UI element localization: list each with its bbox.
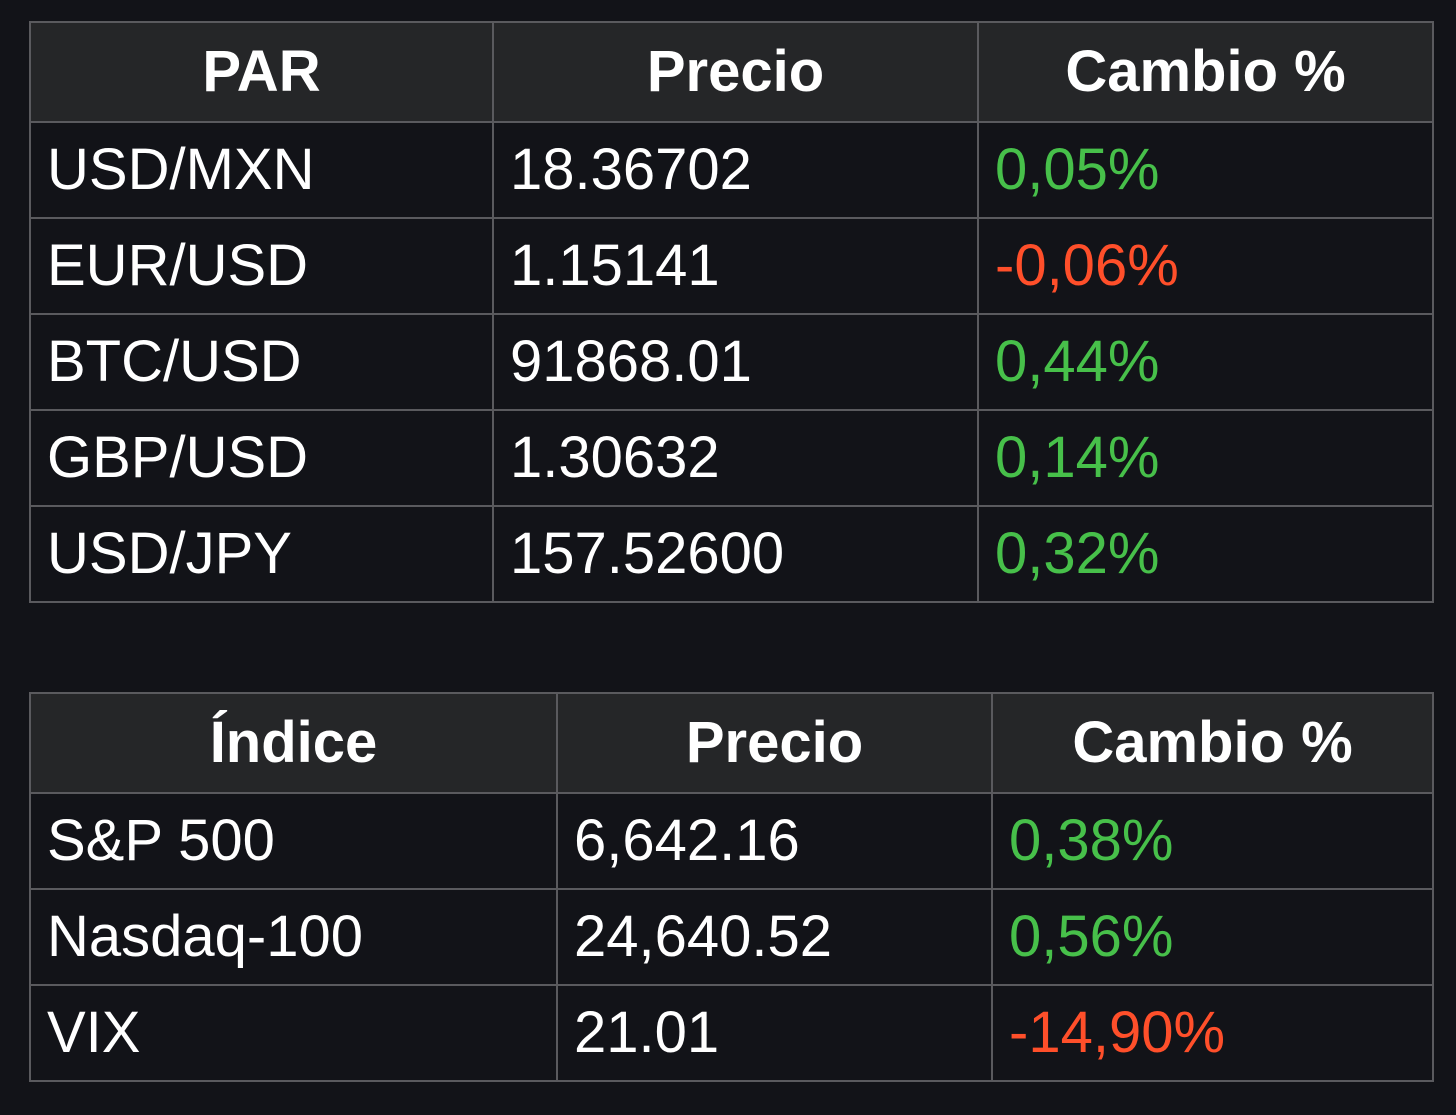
- index-name: Nasdaq-100: [29, 888, 558, 986]
- pair-change: 0,05%: [977, 121, 1434, 219]
- index-change: 0,38%: [991, 792, 1434, 890]
- pair-change: -0,06%: [977, 217, 1434, 315]
- pair-name: USD/MXN: [29, 121, 494, 219]
- pair-price: 1.30632: [492, 409, 979, 507]
- index-price: 21.01: [556, 984, 993, 1082]
- table-row: VIX 21.01 -14,90%: [29, 984, 1434, 1082]
- pair-change: 0,44%: [977, 313, 1434, 411]
- column-header-change: Cambio %: [991, 692, 1434, 794]
- column-header-index: Índice: [29, 692, 558, 794]
- pair-name: USD/JPY: [29, 505, 494, 603]
- table-header-row: PAR Precio Cambio %: [29, 21, 1434, 123]
- index-name: VIX: [29, 984, 558, 1082]
- index-change: -14,90%: [991, 984, 1434, 1082]
- currency-pairs-table: PAR Precio Cambio % USD/MXN 18.36702 0,0…: [29, 21, 1434, 603]
- table-row: Nasdaq-100 24,640.52 0,56%: [29, 888, 1434, 986]
- index-price: 6,642.16: [556, 792, 993, 890]
- column-header-change: Cambio %: [977, 21, 1434, 123]
- pair-price: 18.36702: [492, 121, 979, 219]
- pair-price: 1.15141: [492, 217, 979, 315]
- pair-price: 91868.01: [492, 313, 979, 411]
- pair-change: 0,14%: [977, 409, 1434, 507]
- pair-name: GBP/USD: [29, 409, 494, 507]
- pair-change: 0,32%: [977, 505, 1434, 603]
- pair-price: 157.52600: [492, 505, 979, 603]
- column-header-price: Precio: [556, 692, 993, 794]
- table-row: GBP/USD 1.30632 0,14%: [29, 409, 1434, 507]
- column-header-price: Precio: [492, 21, 979, 123]
- indices-table: Índice Precio Cambio % S&P 500 6,642.16 …: [29, 692, 1434, 1082]
- table-header-row: Índice Precio Cambio %: [29, 692, 1434, 794]
- index-name: S&P 500: [29, 792, 558, 890]
- table-row: S&P 500 6,642.16 0,38%: [29, 792, 1434, 890]
- table-row: USD/JPY 157.52600 0,32%: [29, 505, 1434, 603]
- table-row: EUR/USD 1.15141 -0,06%: [29, 217, 1434, 315]
- pair-name: EUR/USD: [29, 217, 494, 315]
- index-change: 0,56%: [991, 888, 1434, 986]
- index-price: 24,640.52: [556, 888, 993, 986]
- table-row: BTC/USD 91868.01 0,44%: [29, 313, 1434, 411]
- table-row: USD/MXN 18.36702 0,05%: [29, 121, 1434, 219]
- column-header-pair: PAR: [29, 21, 494, 123]
- pair-name: BTC/USD: [29, 313, 494, 411]
